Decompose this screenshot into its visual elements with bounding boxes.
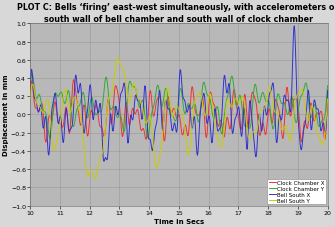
- Clock Chamber Y: [30, 73, 34, 75]
- Clock Chamber X: [164, 129, 168, 132]
- Bell South Y: [326, 98, 330, 101]
- Bell South Y: [253, 132, 257, 135]
- Clock Chamber X: [44, 141, 48, 144]
- Clock Chamber X: [28, 96, 32, 98]
- Line: Bell South X: Bell South X: [30, 27, 328, 161]
- Clock Chamber Y: [48, 137, 52, 140]
- Clock Chamber X: [228, 128, 232, 131]
- Bell South Y: [116, 57, 120, 60]
- Clock Chamber X: [253, 98, 257, 101]
- Clock Chamber X: [106, 100, 110, 103]
- Bell South Y: [93, 178, 97, 180]
- Clock Chamber Y: [228, 84, 232, 87]
- Line: Clock Chamber X: Clock Chamber X: [30, 80, 328, 142]
- Bell South Y: [28, 98, 32, 101]
- Clock Chamber Y: [106, 84, 110, 87]
- Bell South X: [227, 83, 231, 86]
- Bell South Y: [81, 131, 85, 134]
- X-axis label: Time in Secs: Time in Secs: [154, 217, 204, 224]
- Line: Bell South Y: Bell South Y: [30, 59, 328, 179]
- Y-axis label: Displacement in mm: Displacement in mm: [3, 74, 9, 155]
- Clock Chamber Y: [204, 91, 208, 94]
- Clock Chamber Y: [253, 84, 257, 86]
- Clock Chamber X: [204, 137, 208, 139]
- Bell South Y: [228, 102, 232, 105]
- Bell South X: [326, 89, 330, 92]
- Bell South X: [253, 146, 257, 149]
- Title: PLOT C: Bells ‘firing’ east-west simultaneously, with accelerometers on
south wa: PLOT C: Bells ‘firing’ east-west simulta…: [17, 3, 335, 23]
- Bell South X: [163, 100, 167, 103]
- Clock Chamber X: [82, 104, 86, 107]
- Bell South X: [81, 122, 85, 125]
- Clock Chamber Y: [164, 87, 168, 90]
- Bell South X: [28, 89, 32, 92]
- Bell South X: [204, 113, 208, 116]
- Bell South Y: [204, 112, 208, 115]
- Bell South Y: [164, 96, 168, 99]
- Legend: Clock Chamber X, Clock Chamber Y, Bell South X, Bell South Y: Clock Chamber X, Clock Chamber Y, Bell S…: [267, 179, 327, 205]
- Line: Clock Chamber Y: Clock Chamber Y: [30, 74, 328, 139]
- Bell South X: [102, 160, 106, 163]
- Clock Chamber X: [326, 96, 330, 98]
- Clock Chamber Y: [82, 93, 86, 96]
- Clock Chamber Y: [28, 85, 32, 88]
- Clock Chamber Y: [326, 85, 330, 88]
- Bell South Y: [105, 108, 109, 110]
- Bell South X: [292, 25, 296, 28]
- Bell South X: [105, 159, 109, 161]
- Clock Chamber X: [72, 79, 76, 82]
